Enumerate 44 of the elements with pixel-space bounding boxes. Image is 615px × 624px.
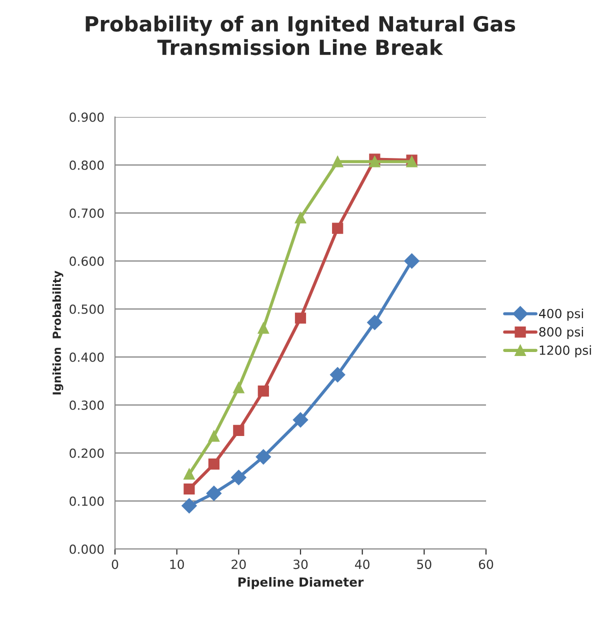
- y-tick-label: 0.500: [70, 304, 104, 314]
- legend-label: 1200 psi: [540, 345, 591, 358]
- y-tick-label: 0.800: [70, 160, 104, 170]
- x-tick-label: 10: [170, 560, 184, 570]
- point: [184, 468, 195, 480]
- point: [332, 222, 344, 234]
- y-tick-label: 0.600: [70, 256, 104, 266]
- point: [184, 483, 195, 495]
- y-tick-label: 0.700: [70, 208, 104, 218]
- legend-label: 800 psi: [539, 326, 583, 340]
- x-tick-label: 50: [417, 560, 432, 570]
- point: [233, 382, 244, 394]
- y-tick-label: 0.400: [70, 352, 104, 362]
- point: [206, 486, 222, 501]
- point: [258, 386, 269, 397]
- point: [330, 367, 346, 382]
- chart-title: Probability of an Ignited Natural Gas Transmission Line Break: [86, 16, 516, 56]
- x-axis-title: Pipeline Diameter: [238, 577, 364, 590]
- point: [367, 314, 382, 330]
- x-tick-label: 30: [294, 560, 308, 570]
- x-tick-label: 60: [478, 560, 494, 570]
- y-tick-label: 0.900: [70, 112, 104, 122]
- point: [256, 449, 271, 464]
- point: [294, 312, 306, 324]
- y-tick-label: 0.300: [70, 400, 104, 410]
- point: [294, 212, 306, 224]
- legend-label: 400 psi: [539, 308, 583, 321]
- x-tick-label: 20: [232, 560, 246, 570]
- point: [258, 322, 269, 334]
- point: [182, 498, 197, 514]
- point: [369, 156, 380, 168]
- point: [208, 458, 220, 470]
- point: [404, 253, 420, 269]
- y-tick-label: 0.100: [70, 496, 104, 506]
- y-axis-title: Ignition Probability: [52, 270, 64, 394]
- point: [292, 412, 308, 428]
- point: [231, 470, 246, 486]
- point: [233, 424, 244, 436]
- x-tick-label: 0: [112, 560, 118, 570]
- y-tick-label: 0.000: [70, 544, 104, 554]
- point: [332, 156, 344, 168]
- point: [208, 430, 220, 442]
- x-tick-label: 40: [354, 560, 370, 570]
- y-tick-label: 0.200: [70, 448, 104, 458]
